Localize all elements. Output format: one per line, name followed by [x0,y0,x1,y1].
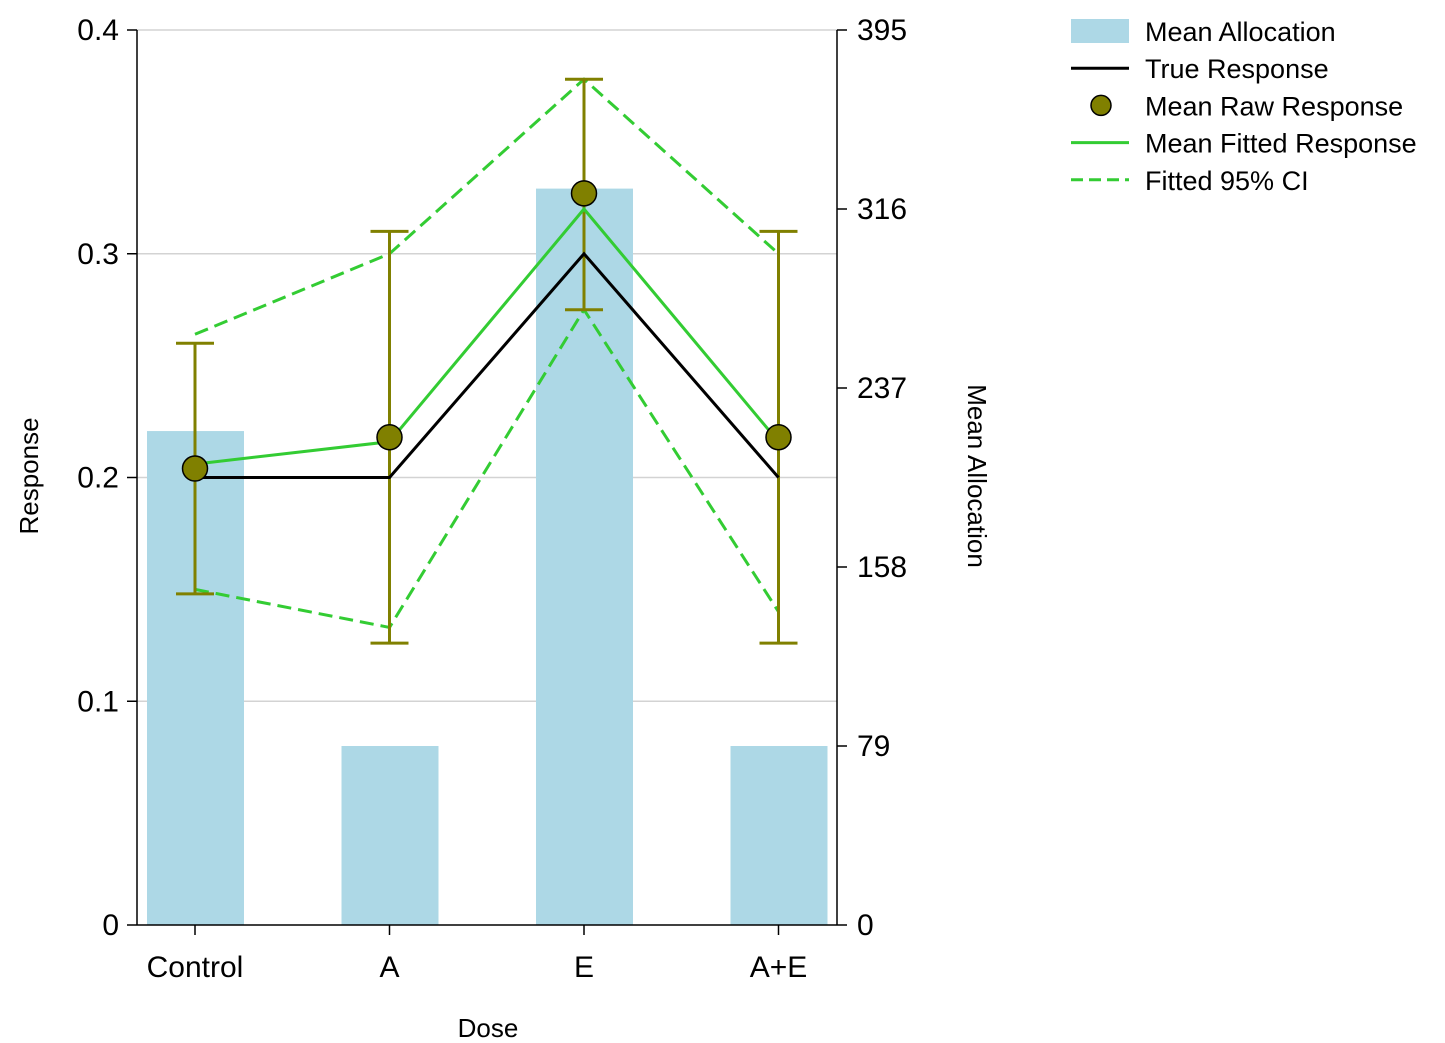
x-tick-label: A [379,951,399,984]
true-response-line [195,251,780,479]
y-tick-label: 0.3 [77,238,119,271]
legend-label: Mean Allocation [1145,17,1336,47]
y2-tick-label: 158 [857,551,907,584]
y-tick-label: 0 [102,909,119,942]
raw-response-point [376,423,403,451]
y-tick-label: 0.4 [77,14,119,47]
raw-response-point [765,423,792,451]
y2-tick-label: 79 [857,730,890,763]
y-axis-title: Response [14,417,44,534]
y2-tick-label: 237 [857,372,907,405]
y2-axis-title: Mean Allocation [962,384,992,568]
x-tick-label: A+E [750,951,808,984]
bar [341,746,439,925]
bars [147,188,828,925]
y2-tick-label: 395 [857,14,907,47]
y2-tick-label: 316 [857,193,907,226]
fitted-response-line [194,206,780,466]
x-tick-label: E [574,951,594,984]
legend-label: Mean Fitted Response [1145,129,1417,159]
x-axis-title: Dose [458,1013,519,1043]
lines [176,77,798,645]
legend-label: Fitted 95% CI [1145,166,1309,196]
legend-label: True Response [1145,54,1329,84]
raw-response-point [570,180,598,207]
y2-tick-label: 0 [857,909,874,942]
y-tick-label: 0.2 [77,462,119,495]
ci-lower-line [194,306,780,630]
legend-swatch [1090,94,1112,117]
ci-upper-line [194,77,780,336]
raw-response-point [181,455,209,482]
bar [730,746,828,925]
x-tick-label: Control [147,951,244,984]
y-tick-label: 0.1 [77,685,119,718]
legend: Mean Allocation True Response Mean Raw Res… [1071,17,1417,196]
legend-label: Mean Raw Response [1145,91,1403,121]
legend-swatch [1071,19,1129,43]
ticks: 0 0.1 0.2 0.3 0.4 0 79 158 237 316 395 Control A E A+E [77,14,907,984]
